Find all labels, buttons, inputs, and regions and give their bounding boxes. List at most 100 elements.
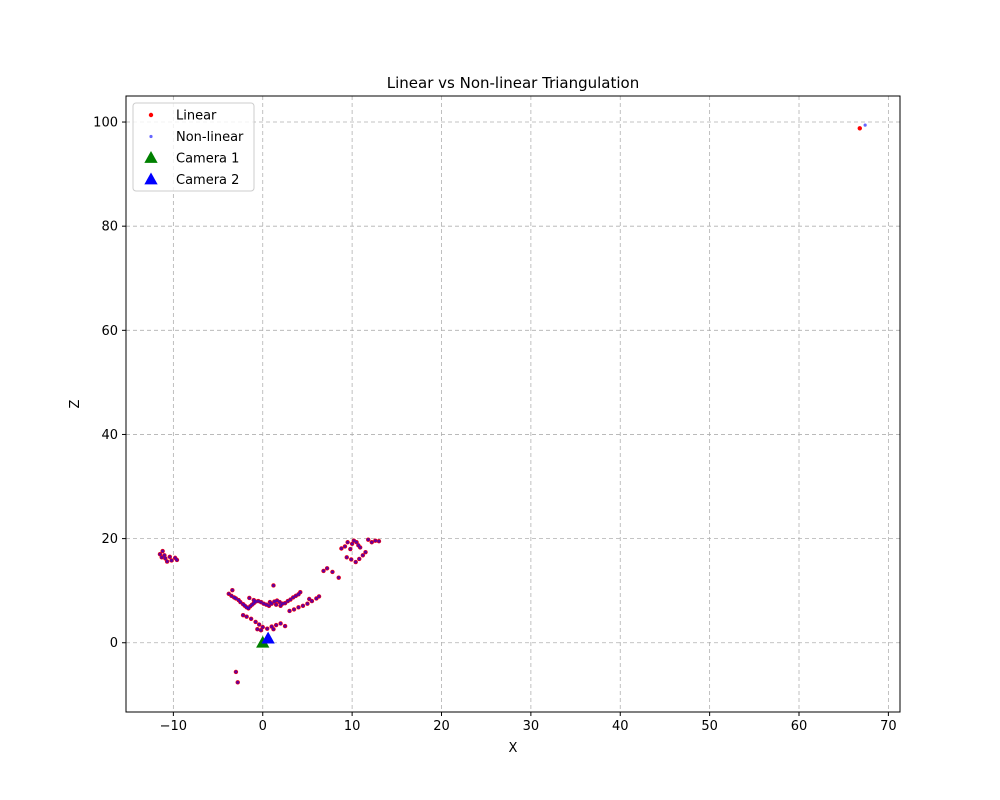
point-non-linear: [330, 570, 335, 574]
point-non-linear: [234, 670, 238, 674]
point-non-linear: [267, 604, 271, 608]
point-non-linear: [268, 600, 272, 604]
x-tick-label: 0: [259, 719, 267, 734]
point-non-linear: [270, 625, 274, 629]
point-non-linear: [237, 598, 241, 602]
point-non-linear: [247, 596, 251, 600]
legend-marker-camera-2: [144, 172, 158, 185]
y-tick-label: 60: [101, 324, 118, 339]
point-non-linear: [253, 620, 258, 624]
point-non-linear: [280, 602, 285, 606]
point-non-linear: [373, 539, 377, 543]
axes-frame: [125, 95, 901, 713]
point-non-linear: [325, 566, 329, 570]
point-non-linear: [275, 598, 279, 603]
point-non-linear: [863, 123, 867, 127]
point-non-linear: [283, 624, 287, 628]
point-non-linear: [165, 559, 169, 564]
point-non-linear: [343, 544, 347, 549]
point-non-linear: [274, 603, 278, 607]
x-tick-label: −10: [160, 719, 187, 734]
point-non-linear: [358, 545, 362, 550]
point-non-linear: [271, 583, 276, 588]
point-non-linear: [307, 597, 311, 601]
point-non-linear: [271, 627, 276, 631]
point-non-linear: [259, 600, 263, 604]
point-non-linear: [339, 546, 343, 551]
point-non-linear: [163, 556, 167, 560]
x-tick-label: 40: [612, 719, 629, 734]
point-non-linear: [238, 600, 243, 604]
point-non-linear: [354, 540, 359, 544]
x-tick-label: 70: [880, 719, 897, 734]
legend-marker-camera-1: [144, 151, 158, 163]
point-non-linear: [272, 600, 276, 604]
y-tick-label: 40: [101, 428, 118, 443]
point-non-linear: [265, 627, 269, 631]
point-non-linear: [264, 603, 268, 607]
point-non-linear: [321, 569, 326, 573]
point-non-linear: [173, 556, 177, 560]
x-tick-label: 10: [344, 719, 361, 734]
chart-title: Linear vs Non-linear Triangulation: [387, 74, 639, 92]
point-camera-2: [261, 631, 275, 644]
legend-box: [132, 102, 255, 192]
point-non-linear: [227, 592, 231, 596]
point-non-linear: [292, 607, 296, 612]
y-tick-label: 0: [110, 636, 118, 651]
point-non-linear: [262, 602, 266, 606]
point-non-linear: [274, 623, 278, 627]
x-tick-label: 50: [701, 719, 718, 734]
legend-label: Non-linear: [176, 130, 244, 145]
legend-marker-non-linear: [149, 134, 153, 139]
point-non-linear: [255, 627, 259, 631]
point-non-linear: [348, 547, 352, 551]
point-non-linear: [352, 539, 356, 543]
point-non-linear: [241, 613, 245, 617]
point-non-linear: [234, 596, 238, 601]
point-non-linear: [259, 628, 263, 632]
point-non-linear: [161, 549, 165, 553]
point-non-linear: [298, 590, 302, 594]
point-non-linear: [175, 558, 179, 562]
point-non-linear: [245, 615, 249, 619]
legend-label: Camera 2: [176, 173, 239, 188]
point-non-linear: [160, 555, 164, 559]
point-non-linear: [230, 588, 234, 592]
point-non-linear: [349, 557, 353, 562]
point-non-linear: [370, 540, 374, 544]
point-linear: [857, 126, 862, 131]
point-non-linear: [158, 552, 162, 556]
point-non-linear: [361, 553, 365, 557]
point-non-linear: [287, 609, 292, 613]
point-non-linear: [286, 599, 290, 603]
point-non-linear: [346, 540, 350, 544]
point-non-linear: [257, 622, 261, 627]
point-non-linear: [162, 553, 167, 557]
point-non-linear: [294, 594, 298, 598]
point-non-linear: [305, 602, 310, 606]
x-tick-label: 20: [433, 719, 450, 734]
point-non-linear: [256, 599, 260, 603]
point-non-linear: [229, 594, 234, 598]
x-tick-label: 60: [791, 719, 808, 734]
legend-marker-linear: [148, 112, 154, 118]
point-non-linear: [291, 595, 295, 600]
point-non-linear: [236, 680, 240, 684]
point-non-linear: [317, 594, 321, 599]
point-non-linear: [345, 555, 349, 559]
point-non-linear: [288, 597, 293, 602]
y-tick-label: 100: [93, 116, 118, 131]
legend-label: Camera 1: [176, 152, 239, 167]
point-non-linear: [261, 625, 265, 629]
point-non-linear: [278, 600, 282, 604]
point-non-linear: [252, 598, 256, 602]
point-non-linear: [357, 557, 361, 561]
x-tick-label: 30: [523, 719, 540, 734]
y-axis-label: Z: [68, 399, 83, 408]
point-non-linear: [296, 605, 301, 609]
point-non-linear: [283, 601, 287, 605]
point-non-linear: [301, 604, 305, 608]
point-non-linear: [350, 542, 354, 546]
